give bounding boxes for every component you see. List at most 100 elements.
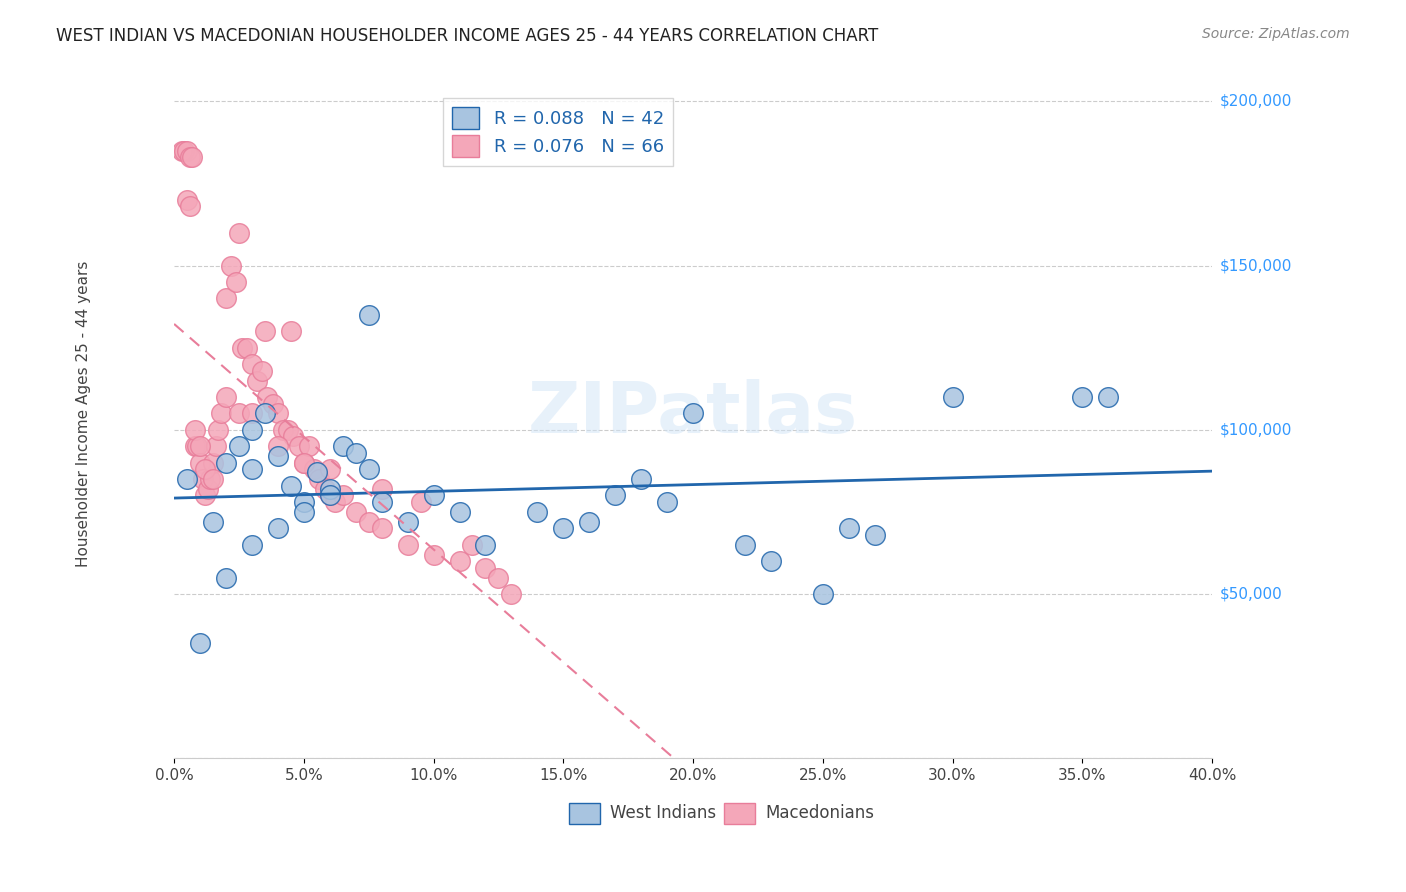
Text: Householder Income Ages 25 - 44 years: Householder Income Ages 25 - 44 years <box>76 260 91 566</box>
Point <box>240 538 263 552</box>
FancyBboxPatch shape <box>724 803 755 823</box>
Point <box>194 462 217 476</box>
Point <box>332 488 354 502</box>
Point <box>422 548 444 562</box>
Point <box>292 495 315 509</box>
Point <box>267 449 290 463</box>
Point <box>308 472 330 486</box>
Point <box>204 439 226 453</box>
Point <box>240 423 263 437</box>
Text: $150,000: $150,000 <box>1220 258 1292 273</box>
Point <box>262 396 284 410</box>
Point <box>207 423 229 437</box>
Point <box>176 193 198 207</box>
Point <box>396 538 419 552</box>
Point <box>194 488 217 502</box>
Point <box>734 538 756 552</box>
Point <box>449 554 471 568</box>
Point <box>370 482 392 496</box>
Text: $100,000: $100,000 <box>1220 422 1292 437</box>
Text: Source: ZipAtlas.com: Source: ZipAtlas.com <box>1202 27 1350 41</box>
Point <box>176 144 198 158</box>
Text: $50,000: $50,000 <box>1220 587 1282 601</box>
Point <box>474 560 496 574</box>
Point <box>319 482 342 496</box>
Point <box>215 571 238 585</box>
Point <box>191 472 214 486</box>
Point <box>357 515 380 529</box>
Point <box>501 587 523 601</box>
Point <box>228 406 250 420</box>
Point <box>277 423 299 437</box>
Point <box>252 364 274 378</box>
Point <box>209 406 232 420</box>
Point <box>201 472 224 486</box>
Point <box>323 495 346 509</box>
Point <box>246 374 269 388</box>
Text: ZIPatlas: ZIPatlas <box>529 379 858 448</box>
Point <box>357 462 380 476</box>
Point <box>319 488 342 502</box>
Point <box>225 275 247 289</box>
FancyBboxPatch shape <box>568 803 599 823</box>
Point <box>422 488 444 502</box>
Point <box>553 521 575 535</box>
Point <box>759 554 782 568</box>
Point <box>181 150 204 164</box>
Point <box>655 495 678 509</box>
Point <box>838 521 860 535</box>
Point <box>280 324 302 338</box>
Point <box>188 439 211 453</box>
Point <box>200 472 222 486</box>
Point <box>941 390 963 404</box>
Point <box>184 423 207 437</box>
Point <box>292 456 315 470</box>
Point <box>461 538 484 552</box>
Point <box>253 406 276 420</box>
Point <box>292 456 315 470</box>
Point <box>292 505 315 519</box>
Point <box>370 521 392 535</box>
Point <box>253 324 276 338</box>
Point <box>240 462 263 476</box>
Point <box>314 482 336 496</box>
Point <box>184 439 207 453</box>
Point <box>302 462 325 476</box>
Point <box>240 406 263 420</box>
Point <box>228 439 250 453</box>
Point <box>578 515 600 529</box>
Point <box>201 515 224 529</box>
Point <box>319 488 342 502</box>
Point <box>256 390 278 404</box>
Point <box>298 439 321 453</box>
Point <box>219 259 242 273</box>
Text: WEST INDIAN VS MACEDONIAN HOUSEHOLDER INCOME AGES 25 - 44 YEARS CORRELATION CHAR: WEST INDIAN VS MACEDONIAN HOUSEHOLDER IN… <box>56 27 879 45</box>
Point <box>176 472 198 486</box>
Point <box>186 439 208 453</box>
Point <box>215 292 238 306</box>
Point <box>173 144 195 158</box>
Point <box>215 390 238 404</box>
Point <box>188 456 211 470</box>
Point <box>197 482 219 496</box>
Point <box>409 495 432 509</box>
Point <box>682 406 704 420</box>
Point <box>280 478 302 492</box>
Point <box>449 505 471 519</box>
Point <box>396 515 419 529</box>
Point <box>630 472 652 486</box>
Point <box>332 439 354 453</box>
Point <box>179 150 201 164</box>
Point <box>1071 390 1094 404</box>
Point <box>811 587 834 601</box>
Point <box>228 226 250 240</box>
Point <box>283 429 305 443</box>
Point <box>179 199 201 213</box>
Point <box>235 341 257 355</box>
Point <box>201 456 224 470</box>
Text: West Indians: West Indians <box>610 805 716 822</box>
Point <box>267 439 290 453</box>
Point <box>474 538 496 552</box>
Point <box>370 495 392 509</box>
Point <box>287 439 309 453</box>
